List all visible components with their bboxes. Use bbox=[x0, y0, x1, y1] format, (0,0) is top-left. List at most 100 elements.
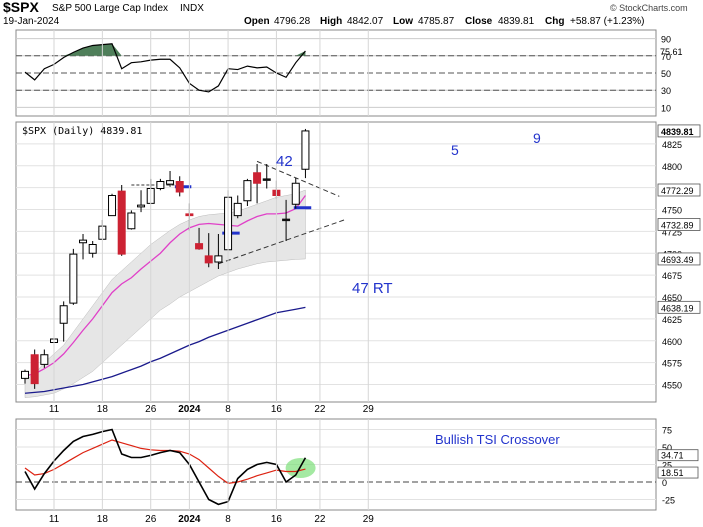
chg-label: Chg bbox=[545, 16, 564, 27]
price-value-tag bbox=[657, 183, 701, 197]
rsi-overbought-fill bbox=[25, 43, 306, 56]
x-tick-label: 26 bbox=[145, 514, 157, 525]
price-value-label: 4693.49 bbox=[661, 255, 694, 265]
ma-long-line bbox=[24, 306, 306, 394]
x-tick-label: 29 bbox=[363, 404, 375, 415]
price-y-tick: 4650 bbox=[662, 293, 682, 303]
candle-body bbox=[291, 182, 300, 205]
x-tick-label: 16 bbox=[271, 404, 283, 415]
price-panel bbox=[15, 121, 657, 403]
chart-symbol: $SPX bbox=[3, 0, 39, 15]
rsi-y-tick: 50 bbox=[661, 69, 671, 79]
price-y-tick: 4625 bbox=[662, 315, 682, 325]
rsi-y-tick: 70 bbox=[661, 52, 671, 62]
candle-body bbox=[204, 255, 213, 264]
annotation-42: 42 bbox=[276, 153, 293, 170]
chart-exchange: INDX bbox=[180, 3, 204, 14]
candle-body bbox=[117, 190, 126, 255]
x-tick-label: 8 bbox=[225, 404, 231, 415]
rsi-chart: 10 30 50 70 90 75.61 bbox=[16, 35, 683, 113]
candle-body bbox=[166, 180, 175, 185]
candle-body bbox=[30, 354, 39, 385]
rsi-y-tick: 10 bbox=[661, 103, 671, 113]
open-label: Open bbox=[244, 16, 270, 27]
bollinger-band bbox=[24, 189, 306, 398]
x-tick-label: 2024 bbox=[178, 404, 201, 415]
candle-body bbox=[88, 244, 97, 254]
tsi-value-label: 34.71 bbox=[661, 451, 684, 461]
rsi-current-value: 75.61 bbox=[660, 47, 683, 57]
upper-trendline bbox=[256, 160, 340, 197]
candle-body bbox=[195, 243, 204, 250]
candle-body bbox=[214, 255, 223, 263]
price-y-tick: 4725 bbox=[662, 227, 682, 237]
tsi-chart: -25 0 25 50 75 34.71 18.51 bbox=[16, 426, 699, 506]
tsi-value-tag bbox=[657, 466, 699, 479]
price-value-label: 4839.81 bbox=[661, 127, 694, 137]
candle-body bbox=[156, 181, 165, 189]
candle-body bbox=[253, 172, 262, 184]
price-value-label: 4638.19 bbox=[661, 303, 694, 313]
price-y-tick: 4575 bbox=[662, 359, 682, 369]
x-tick-label: 11 bbox=[49, 514, 60, 525]
x-tick-label: 18 bbox=[97, 514, 109, 525]
tsi-y-tick: 25 bbox=[662, 461, 672, 471]
candle-body bbox=[233, 202, 242, 217]
price-y-tick: 4550 bbox=[662, 381, 682, 391]
chart-name: S&P 500 Large Cap Index bbox=[52, 3, 168, 14]
price-chart-title: $SPX (Daily) 4839.81 bbox=[22, 126, 142, 137]
price-y-tick: 4800 bbox=[662, 162, 682, 172]
tsi-y-tick: 0 bbox=[662, 478, 667, 488]
price-chart: 4550457546004625465046754700472547504775… bbox=[16, 124, 701, 398]
rsi-y-tick: 30 bbox=[661, 86, 671, 96]
tsi-y-tick: 50 bbox=[662, 443, 672, 453]
candle-body bbox=[127, 212, 136, 230]
candle-body bbox=[59, 305, 68, 324]
candle-body bbox=[137, 204, 146, 208]
x-tick-label: 18 bbox=[97, 404, 109, 415]
low-label: Low bbox=[393, 16, 413, 27]
rsi-y-tick: 90 bbox=[661, 35, 671, 45]
close-label: Close bbox=[465, 16, 493, 27]
high-label: High bbox=[320, 16, 342, 27]
price-value-label: 4732.89 bbox=[661, 220, 694, 230]
x-tick-label: 8 bbox=[225, 514, 231, 525]
tsi-value-label: 18.51 bbox=[661, 468, 684, 478]
candle-body bbox=[79, 239, 88, 244]
candle-body bbox=[108, 195, 117, 217]
x-tick-label: 22 bbox=[314, 514, 326, 525]
price-y-tick: 4825 bbox=[662, 140, 682, 150]
annotation-47rt: 47 RT bbox=[352, 280, 393, 297]
price-y-tick: 4675 bbox=[662, 271, 682, 281]
x-tick-label: 16 bbox=[271, 514, 283, 525]
x-tick-label: 26 bbox=[145, 404, 157, 415]
price-value-tag bbox=[657, 252, 701, 266]
low-value: 4785.87 bbox=[418, 16, 455, 27]
chart-date: 19-Jan-2024 bbox=[3, 16, 60, 27]
price-value-tag bbox=[657, 300, 701, 314]
x-tick-label: 2024 bbox=[178, 514, 201, 525]
tsi-line bbox=[24, 428, 307, 506]
price-y-tick: 4750 bbox=[662, 206, 682, 216]
tsi-annotation: Bullish TSI Crossover bbox=[435, 432, 560, 447]
price-value-label: 4772.29 bbox=[661, 186, 694, 196]
candle-body bbox=[175, 181, 184, 193]
tsi-y-tick: 75 bbox=[662, 426, 672, 436]
price-y-tick: 4600 bbox=[662, 337, 682, 347]
watermark: © StockCharts.com bbox=[610, 3, 688, 13]
candle-body bbox=[69, 253, 78, 304]
candle-body bbox=[40, 354, 49, 365]
x-axis: 11 11 18 18 26 26 2024 2024 8 8 16 16 22 22 29 29 bbox=[49, 30, 374, 525]
x-tick-label: 11 bbox=[49, 404, 60, 415]
annotation-9: 9 bbox=[533, 130, 541, 146]
tsi-y-tick: -25 bbox=[662, 496, 675, 506]
price-value-tag bbox=[657, 124, 701, 138]
lower-trendline bbox=[218, 219, 345, 265]
candle-body bbox=[282, 218, 291, 222]
candle-body bbox=[21, 370, 29, 379]
close-value: 4839.81 bbox=[498, 16, 535, 27]
open-value: 4796.28 bbox=[274, 16, 311, 27]
candle-body bbox=[243, 180, 252, 202]
high-value: 4842.07 bbox=[347, 16, 384, 27]
